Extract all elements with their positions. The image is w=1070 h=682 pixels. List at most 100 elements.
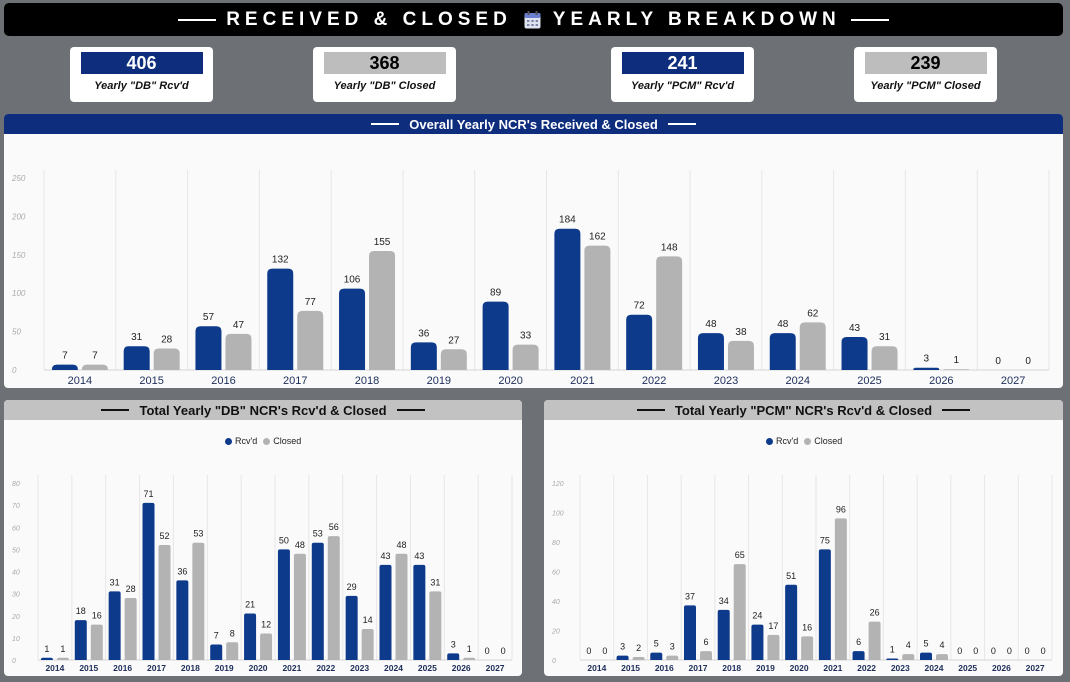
bar-closed — [440, 349, 467, 370]
x-category-label: 2014 — [68, 375, 92, 387]
kpi-db-rcvd-card: 406 Yearly "DB" Rcv'd — [70, 47, 213, 102]
data-label-closed: 65 — [735, 550, 745, 560]
legend-rcvd: Rcv'd — [766, 436, 798, 446]
data-label-closed: 48 — [396, 540, 406, 550]
legend-closed-label: Closed — [814, 436, 843, 446]
bar-closed — [767, 634, 780, 660]
x-category-label: 2014 — [587, 663, 606, 673]
header-dash-right — [396, 409, 425, 411]
data-label-rcvd: 7 — [62, 351, 68, 362]
data-label-rcvd: 71 — [143, 489, 153, 499]
x-category-label: 2022 — [316, 663, 335, 673]
dashboard-subtitle: YEARLY BREAKDOWN — [552, 8, 841, 30]
data-label-rcvd: 43 — [380, 551, 390, 561]
x-category-label: 2024 — [925, 663, 944, 673]
x-category-label: 2022 — [642, 375, 666, 387]
bar-closed — [666, 655, 679, 660]
kpi-db-rcvd-value: 406 — [80, 52, 203, 74]
data-label-rcvd: 184 — [559, 215, 576, 226]
x-category-label: 2017 — [689, 663, 708, 673]
data-label-rcvd: 21 — [245, 600, 255, 610]
bar-closed — [733, 564, 746, 660]
bar-rcvd — [51, 364, 78, 370]
data-label-closed: 1 — [954, 355, 960, 366]
bar-closed — [395, 553, 408, 660]
kpi-pcm-closed-value: 239 — [864, 52, 987, 74]
data-label-rcvd: 31 — [110, 577, 120, 587]
legend-closed-label: Closed — [273, 436, 302, 446]
x-category-label: 2027 — [1001, 375, 1025, 387]
data-label-closed: 4 — [906, 640, 911, 650]
x-category-label: 2023 — [350, 663, 369, 673]
kpi-pcm-rcvd-label: Yearly "PCM" Rcv'd — [630, 80, 735, 92]
data-label-rcvd: 48 — [705, 319, 717, 330]
data-label-closed: 48 — [295, 540, 305, 550]
kpi-db-closed-value: 368 — [323, 52, 446, 74]
overall-chart-header: Overall Yearly NCR's Received & Closed — [4, 114, 1063, 134]
y-tick-label: 100 — [552, 511, 564, 518]
y-tick-label: 30 — [12, 592, 20, 599]
bar-closed — [293, 553, 306, 660]
data-label-closed: 27 — [448, 335, 460, 346]
bar-closed — [700, 651, 712, 660]
x-category-label: 2027 — [486, 663, 505, 673]
header-dash-left — [371, 123, 400, 125]
bar-closed — [871, 346, 898, 370]
data-label-rcvd: 89 — [490, 288, 502, 299]
bar-rcvd — [717, 609, 730, 660]
data-label-rcvd: 1 — [890, 645, 895, 655]
y-tick-label: 100 — [12, 289, 26, 298]
calendar-icon — [524, 10, 541, 28]
data-label-rcvd: 3 — [620, 642, 625, 652]
data-label-rcvd: 106 — [344, 275, 361, 286]
data-label-rcvd: 43 — [849, 323, 861, 334]
bar-rcvd — [142, 502, 155, 660]
data-label-rcvd: 7 — [214, 631, 219, 641]
x-category-label: 2024 — [384, 663, 403, 673]
header-dash-left — [101, 409, 130, 411]
data-label-rcvd: 6 — [856, 637, 861, 647]
data-label-rcvd: 18 — [76, 606, 86, 616]
legend-closed-swatch — [804, 437, 812, 445]
y-tick-label: 150 — [12, 251, 26, 260]
header-dash-right — [942, 409, 971, 411]
x-category-label: 2023 — [891, 663, 910, 673]
bar-closed — [369, 250, 396, 370]
header-dash-right — [667, 123, 696, 125]
x-category-label: 2015 — [79, 663, 98, 673]
bar-closed — [902, 654, 915, 660]
bar-rcvd — [482, 301, 509, 370]
data-label-closed: 31 — [879, 332, 891, 343]
bar-closed — [153, 348, 180, 370]
db-chart-title: Total Yearly "DB" NCR's Rcv'd & Closed — [139, 402, 387, 418]
x-category-label: 2020 — [249, 663, 268, 673]
data-label-closed: 14 — [363, 615, 373, 625]
bar-rcvd — [413, 564, 426, 660]
bar-rcvd — [74, 620, 87, 660]
data-label-rcvd: 0 — [995, 356, 1001, 367]
data-label-rcvd: 34 — [719, 596, 729, 606]
pcm-chart-legend: Rcv'd Closed — [766, 436, 848, 446]
bar-closed — [327, 536, 340, 660]
data-label-closed: 0 — [973, 646, 978, 656]
data-label-closed: 31 — [430, 577, 440, 587]
bar-closed — [226, 642, 239, 660]
x-category-label: 2018 — [181, 663, 200, 673]
data-label-closed: 1 — [467, 644, 472, 654]
data-label-closed: 16 — [802, 622, 812, 632]
data-label-rcvd: 75 — [820, 535, 830, 545]
bar-rcvd — [886, 658, 899, 660]
bar-closed — [260, 633, 273, 660]
y-tick-label: 80 — [12, 481, 20, 488]
data-label-closed: 6 — [703, 637, 708, 647]
data-label-closed: 2 — [636, 643, 641, 653]
data-label-closed: 0 — [602, 646, 607, 656]
x-category-label: 2025 — [958, 663, 977, 673]
bar-rcvd — [616, 655, 629, 660]
data-label-closed: 7 — [92, 351, 98, 362]
bar-rcvd — [410, 342, 437, 370]
bar-rcvd — [40, 657, 53, 660]
bar-rcvd — [650, 652, 663, 660]
bar-rcvd — [751, 624, 764, 660]
